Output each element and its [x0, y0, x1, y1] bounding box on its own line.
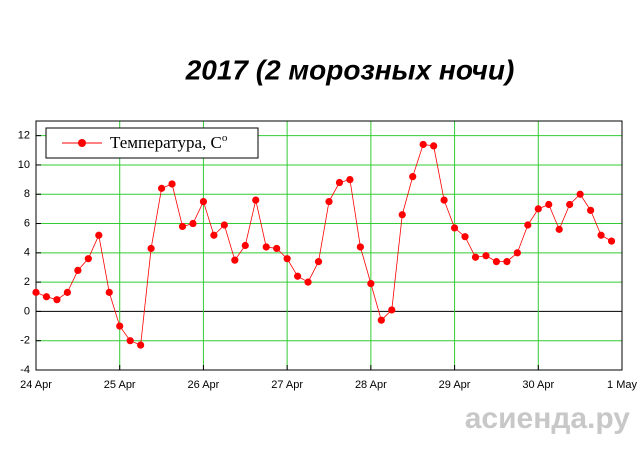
marker	[325, 197, 333, 206]
y-tick-label: -2	[20, 335, 30, 347]
y-tick-label: 4	[24, 247, 30, 259]
marker	[252, 196, 260, 204]
marker	[273, 244, 281, 253]
marker	[534, 205, 542, 213]
marker	[471, 253, 480, 261]
legend-box	[45, 127, 259, 159]
x-tick-label: 27 Apr	[271, 379, 303, 391]
marker	[524, 221, 532, 229]
marker	[53, 296, 61, 304]
x-tick-label: 30 Apr	[522, 379, 554, 391]
marker	[388, 306, 396, 314]
marker	[513, 249, 521, 257]
legend-superscript: o	[222, 132, 228, 144]
marker	[346, 175, 354, 184]
legend-label: Температура, Co	[110, 132, 228, 152]
marker	[398, 211, 406, 219]
marker	[356, 243, 364, 251]
marker	[262, 243, 270, 251]
marker	[419, 140, 427, 149]
marker	[492, 258, 501, 266]
y-tick-label: -4	[20, 364, 30, 376]
marker	[367, 279, 375, 288]
marker	[503, 258, 511, 266]
marker	[294, 272, 302, 280]
y-tick-label: 10	[18, 159, 30, 171]
marker	[545, 200, 553, 209]
marker	[74, 266, 82, 274]
marker	[576, 190, 584, 198]
marker	[430, 142, 438, 150]
marker	[409, 173, 417, 181]
marker	[126, 337, 134, 345]
marker	[555, 225, 563, 233]
marker	[231, 256, 239, 264]
marker	[597, 231, 605, 239]
plot-frame	[35, 120, 623, 371]
chart-title: 2017 (2 морозных ночи)	[185, 54, 515, 85]
marker	[84, 255, 92, 263]
marker	[105, 288, 113, 296]
legend-marker	[78, 139, 86, 147]
marker	[304, 278, 312, 286]
y-tick-label: 2	[24, 276, 30, 288]
x-tick-label: 28 Apr	[355, 379, 387, 391]
marker	[178, 222, 187, 231]
marker	[157, 184, 166, 192]
x-tick-label: 29 Apr	[439, 379, 471, 391]
y-tick-label: 12	[18, 130, 30, 142]
marker	[210, 231, 218, 239]
marker	[42, 293, 51, 301]
line	[35, 143, 612, 346]
marker	[377, 316, 385, 324]
marker	[314, 258, 323, 266]
marker	[241, 241, 249, 250]
marker	[168, 180, 176, 188]
marker	[116, 322, 124, 330]
marker	[587, 206, 595, 214]
marker	[32, 288, 40, 296]
marker	[607, 237, 616, 245]
marker	[566, 200, 574, 209]
marker	[95, 231, 103, 239]
y-tick-label: 0	[24, 305, 30, 317]
marker	[482, 252, 490, 260]
y-tick-label: 6	[24, 217, 30, 229]
marker	[220, 221, 228, 229]
legend-name: Температура, C	[110, 133, 222, 152]
marker	[440, 196, 448, 204]
marker	[147, 244, 155, 253]
marker	[335, 178, 344, 187]
watermark: асиенда.ру	[465, 402, 631, 435]
marker	[63, 288, 71, 296]
marker	[450, 224, 459, 232]
x-tick-label: 26 Apr	[188, 379, 220, 391]
x-tick-label: 25 Apr	[104, 379, 136, 391]
marker	[199, 197, 208, 206]
y-tick-label: 8	[24, 188, 30, 200]
marker	[283, 255, 291, 263]
marker	[137, 341, 145, 349]
marker	[189, 219, 197, 228]
x-tick-label: 24 Apr	[20, 379, 52, 391]
x-tick-label: 1 May	[607, 379, 637, 391]
marker	[461, 233, 469, 241]
